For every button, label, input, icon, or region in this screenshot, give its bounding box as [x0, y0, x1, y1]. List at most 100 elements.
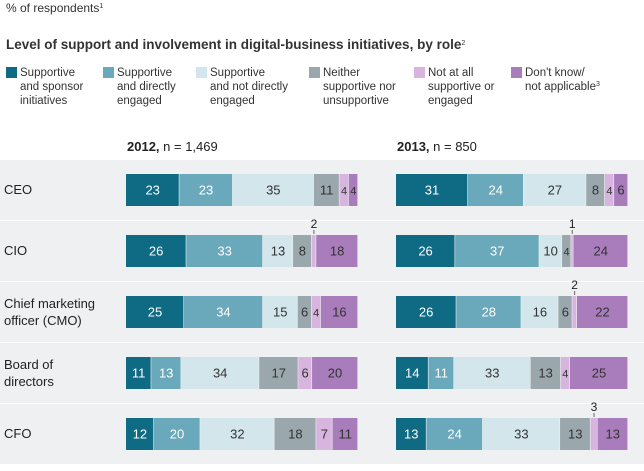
- legend-item-supportive: Supportive and directly engaged: [103, 67, 176, 107]
- bar-value-label: 4: [350, 186, 356, 198]
- bar-value-label: 8: [299, 244, 306, 259]
- bar-segment-sponsor: [396, 174, 468, 206]
- bar-value-label: 26: [418, 244, 432, 259]
- legend-label: Neither supportive nor unsupportive: [323, 67, 396, 107]
- bar-segment-dont-know: [312, 357, 358, 389]
- bar-segment-neither: [560, 418, 590, 450]
- legend-label: Not at all supportive or engaged: [428, 67, 495, 107]
- bar-value-label: 13: [538, 366, 552, 381]
- bar-value-label: 33: [485, 366, 499, 381]
- bar-segment-dont-know: [597, 418, 628, 450]
- bar-segment-directly-engaged: [426, 418, 483, 450]
- bar-segment-not-supportive: [560, 357, 570, 389]
- bar-value-label: 4: [564, 247, 570, 259]
- bar-value-label: 13: [568, 427, 582, 442]
- bar-value-label: 14: [405, 366, 419, 381]
- legend-item-supportive: Supportive and sponsor initiatives: [6, 67, 83, 107]
- bar-value-label: 4: [341, 186, 347, 198]
- bar-value-label: 13: [159, 366, 173, 381]
- bar-segment-not-directly-engaged: [262, 296, 298, 328]
- bar-value-label: 18: [330, 244, 344, 259]
- bar-segment-sponsor: [126, 174, 179, 206]
- bar-segment-not-supportive: [316, 418, 332, 450]
- bar-segment-neither: [274, 418, 316, 450]
- bar-segment-not-directly-engaged: [232, 174, 314, 206]
- legend-label: Supportive and not directly engaged: [210, 67, 288, 107]
- bar-value-label: 16: [332, 305, 346, 320]
- bar-value-label: 26: [149, 244, 163, 259]
- legend-label: Supportive and sponsor initiatives: [20, 67, 83, 107]
- category-labels: CEO CIO Chief marketing officer (CMO) Board …: [4, 182, 95, 441]
- legend-item-supportive: Supportive and not directly engaged: [196, 67, 288, 107]
- bar-segment-sponsor: [396, 418, 426, 450]
- bar-value-label: 4: [313, 308, 319, 320]
- bar-value-label: 6: [562, 305, 569, 320]
- bar-value-label: 27: [548, 183, 562, 198]
- bar-segment-not-directly-engaged: [482, 418, 560, 450]
- bar-segment-directly-engaged: [428, 357, 454, 389]
- bar-value-label: 25: [592, 366, 606, 381]
- bar-segment-not-directly-engaged: [521, 296, 558, 328]
- bar-segment-sponsor: [396, 296, 456, 328]
- bar-value-label: 11: [338, 427, 352, 442]
- bar-segment-not-supportive: [311, 235, 316, 267]
- bar-segment-directly-engaged: [186, 235, 263, 267]
- bar-segment-dont-know: [573, 235, 628, 267]
- legend-swatch: [196, 67, 207, 78]
- bar-segment-sponsor: [126, 418, 154, 450]
- bar-value-label: 20: [170, 427, 184, 442]
- bar-value-label: 37: [490, 244, 504, 259]
- bar-segment-dont-know: [320, 296, 358, 328]
- bar-segment-neither: [293, 235, 311, 267]
- bar-value-label: 12: [133, 427, 147, 442]
- bar-segment-not-supportive: [339, 174, 349, 206]
- legend-item-not-at-all: Not at all supportive or engaged: [414, 67, 495, 107]
- legend-swatch: [6, 67, 17, 78]
- bar-value-label: 20: [328, 366, 342, 381]
- bar-segment-not-supportive: [311, 296, 321, 328]
- bar-segment-neither: [530, 357, 561, 389]
- bar-segment-directly-engaged: [467, 174, 523, 206]
- bar-segment-directly-engaged: [153, 418, 200, 450]
- bar-value-label: 11: [132, 366, 146, 381]
- category-label-cfo: CFO: [4, 426, 31, 441]
- bar-value-label: 17: [272, 366, 286, 381]
- bar-value-label: 4: [562, 369, 568, 381]
- bar-value-label: 23: [199, 183, 213, 198]
- category-label-ceo: CEO: [4, 182, 32, 197]
- unit-label: % of respondents1: [6, 1, 103, 15]
- bar-value-label: 8: [592, 183, 599, 198]
- bar-value-label: 4: [606, 186, 612, 198]
- legend-swatch: [309, 67, 320, 78]
- bar-value-label: 33: [514, 427, 528, 442]
- bar-value-label: 22: [595, 305, 609, 320]
- bar-value-label: 34: [213, 366, 227, 381]
- bar-segment-not-supportive: [298, 357, 312, 389]
- bar-segment-neither: [558, 296, 572, 328]
- bar-segment-neither: [562, 235, 571, 267]
- panel-heading-2013: 2013, n = 850: [397, 139, 477, 154]
- bar-segment-directly-engaged: [455, 235, 539, 267]
- bar-segment-sponsor: [396, 235, 455, 267]
- bar-value-label: 24: [593, 244, 607, 259]
- category-label-cio: CIO: [4, 243, 27, 258]
- bar-value-label: 24: [489, 183, 503, 198]
- bar-value-label: 2: [311, 217, 318, 231]
- bar-segment-directly-engaged: [179, 174, 233, 206]
- bar-value-label: 15: [273, 305, 287, 320]
- legend-label: Don't know/not applicable3: [525, 67, 600, 93]
- bar-value-label: 18: [288, 427, 302, 442]
- bar-value-label: 6: [301, 305, 308, 320]
- bar-segment-directly-engaged: [151, 357, 181, 389]
- bar-segment-sponsor: [126, 357, 151, 389]
- bar-value-label: 6: [302, 366, 309, 381]
- bar-value-label: 11: [320, 183, 334, 198]
- bar-segment-sponsor: [126, 235, 186, 267]
- bar-value-label: 33: [217, 244, 231, 259]
- bar-segment-not-directly-engaged: [454, 357, 530, 389]
- category-label-board-of-directors: Board of directors: [4, 357, 54, 389]
- bar-segment-not-supportive: [604, 174, 614, 206]
- bar-value-label: 13: [271, 244, 285, 259]
